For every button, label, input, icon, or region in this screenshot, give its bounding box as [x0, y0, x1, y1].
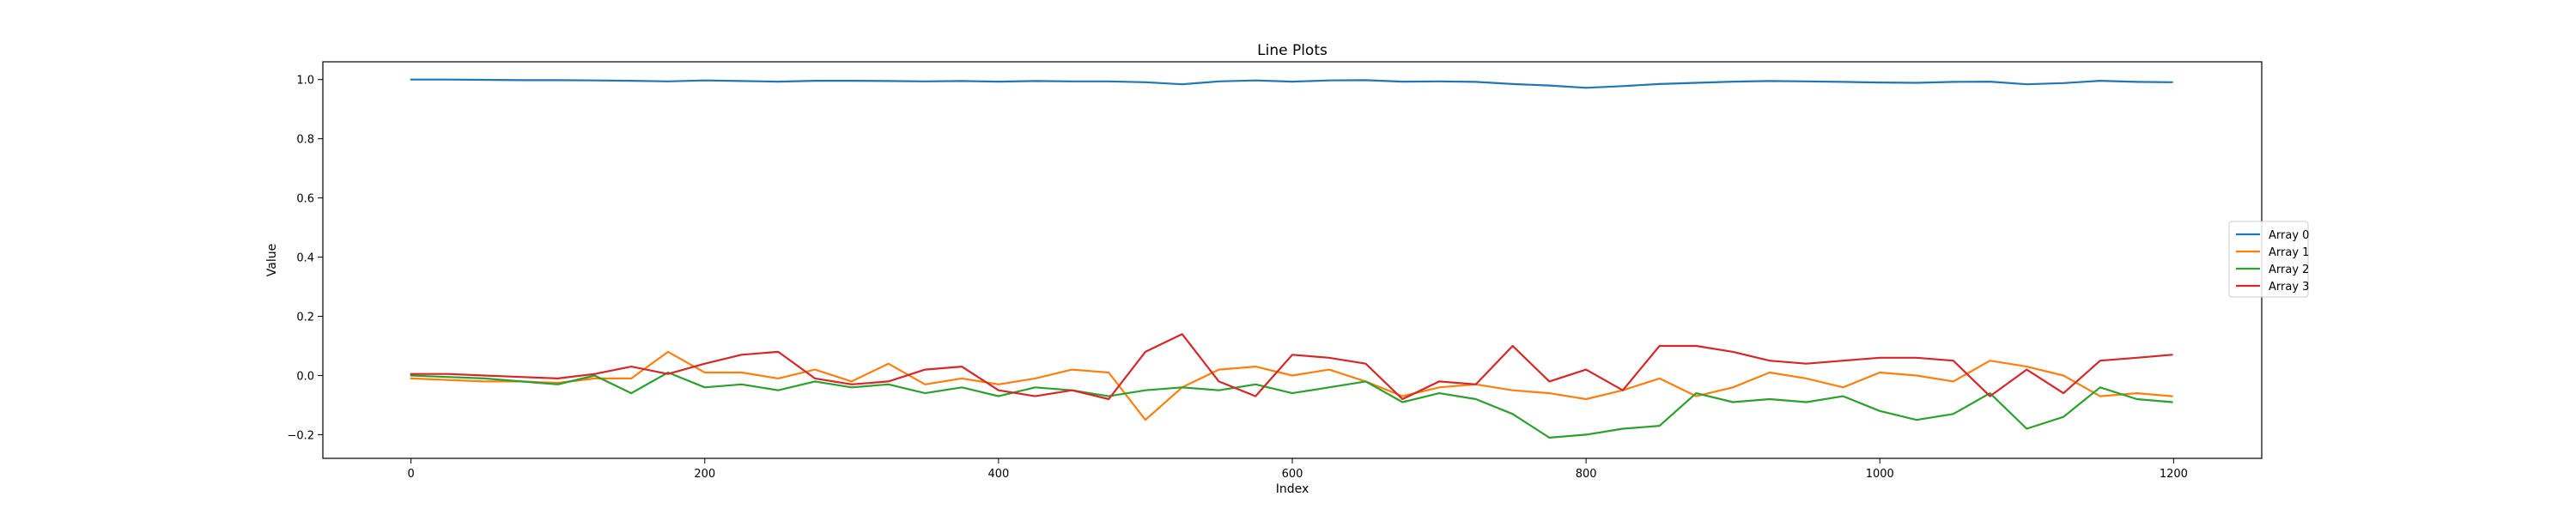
x-tick-label: 600: [1282, 468, 1303, 481]
legend-label: Array 0: [2269, 229, 2309, 242]
series-line-array-0: [410, 78, 2173, 89]
series-layer: [410, 78, 2173, 439]
x-axis-label: Index: [1276, 482, 1309, 496]
legend-label: Array 2: [2269, 264, 2309, 276]
legend: Array 0 Array 1 Array 2 Array 3: [2228, 221, 2309, 298]
y-tick-label: 0.2: [296, 312, 314, 324]
series-line-array-3: [410, 333, 2173, 401]
x-tick-label: 200: [694, 468, 715, 481]
chart-title: Line Plots: [1257, 42, 1327, 59]
y-tick-label: 0.4: [296, 252, 314, 265]
legend-label: Array 1: [2269, 246, 2309, 259]
y-tick-label: 0.8: [296, 134, 314, 147]
legend-box: [2228, 221, 2309, 298]
y-tick-label: 0.0: [296, 370, 314, 383]
x-axis: 0 200 400 600 800 1000 1200: [407, 458, 2188, 481]
y-tick-label: −0.2: [287, 429, 314, 442]
series-line-array-2: [410, 371, 2173, 439]
y-axis: −0.2 0.0 0.2 0.4 0.6 0.8 1.0: [287, 75, 323, 442]
legend-label: Array 3: [2269, 281, 2309, 294]
y-axis-label: Value: [265, 244, 279, 276]
x-tick-label: 1200: [2160, 468, 2188, 481]
x-tick-label: 0: [407, 468, 414, 481]
series-line-array-1: [410, 350, 2173, 421]
y-tick-label: 0.6: [296, 193, 314, 206]
x-tick-label: 800: [1576, 468, 1597, 481]
y-tick-label: 1.0: [296, 75, 314, 88]
x-tick-label: 400: [987, 468, 1009, 481]
x-tick-label: 1000: [1866, 468, 1894, 481]
